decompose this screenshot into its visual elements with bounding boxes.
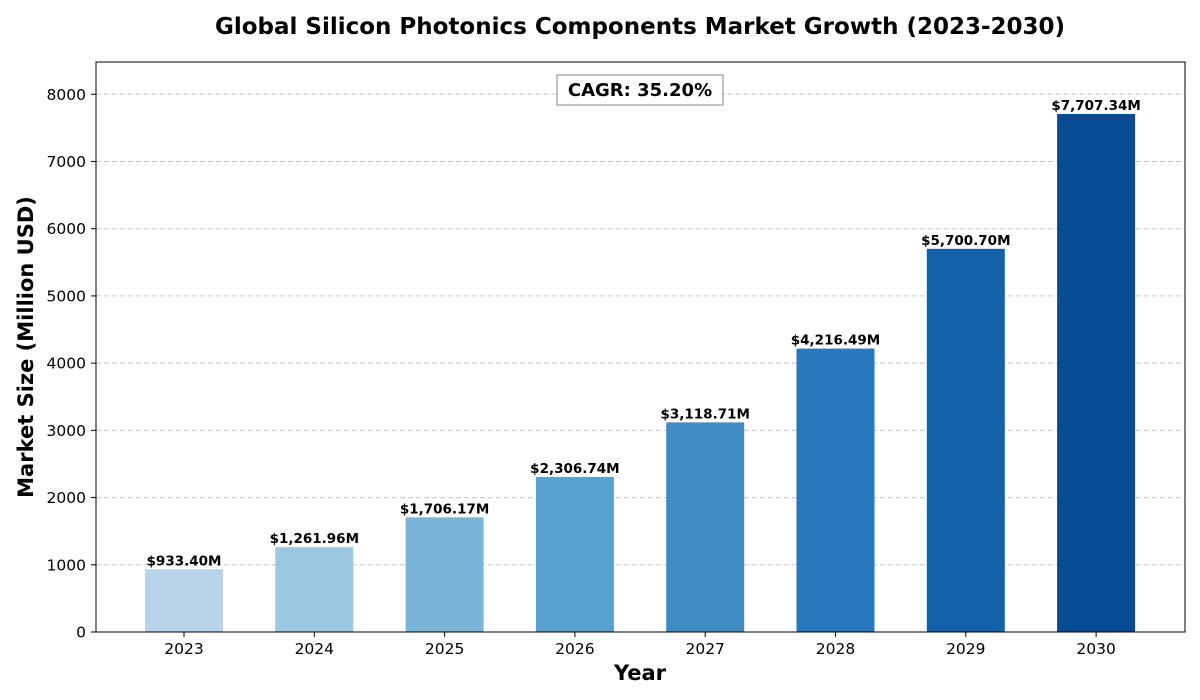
data-label-2024: $1,261.96M (270, 531, 359, 547)
bar-2025 (405, 517, 484, 632)
y-tick-label: 2000 (47, 489, 86, 507)
y-tick-label: 1000 (47, 556, 86, 574)
cagr-annotation: CAGR: 35.20% (556, 74, 724, 106)
cagr-annotation-box (556, 74, 724, 106)
bar-2024 (275, 547, 354, 632)
bars (145, 113, 1136, 633)
data-label-2025: $1,706.17M (400, 501, 489, 517)
x-tick-label-2028: 2028 (816, 640, 855, 658)
gridlines (96, 93, 1185, 566)
data-labels: $933.40M $1,261.96M $1,706.17M $2,306.74M $3… (147, 98, 1141, 569)
y-tick-label: 0 (76, 624, 86, 642)
y-tick-label: 6000 (47, 220, 86, 238)
y-tick-label: 8000 (47, 86, 86, 104)
data-label-2030: $7,707.34M (1051, 98, 1140, 114)
x-tick-label-2029: 2029 (946, 640, 985, 658)
cagr-annotation-text: CAGR: 35.20% (568, 80, 712, 101)
chart-title: Global Silicon Photonics Components Mark… (215, 14, 1065, 40)
y-tick-label: 5000 (47, 287, 86, 305)
data-label-2027: $3,118.71M (660, 406, 749, 422)
data-label-2023: $933.40M (147, 553, 222, 569)
bar-2026 (535, 476, 614, 632)
bar-2030 (1057, 113, 1136, 633)
x-axis-ticks: 2023 2024 2025 2026 2027 2028 2029 2030 (164, 632, 1116, 658)
bar-2029 (926, 248, 1005, 632)
y-axis-label: Market Size (Million USD) (14, 196, 38, 498)
bar-2028 (796, 348, 875, 632)
y-tick-label: 7000 (47, 153, 86, 171)
x-tick-label-2027: 2027 (685, 640, 724, 658)
y-axis-ticks: 0 1000 2000 3000 4000 5000 6000 7000 8000 (47, 86, 96, 642)
plot-frame (95, 61, 1186, 633)
x-tick-label-2026: 2026 (555, 640, 594, 658)
x-tick-label-2023: 2023 (164, 640, 203, 658)
data-label-2026: $2,306.74M (530, 461, 619, 477)
data-label-2028: $4,216.49M (791, 333, 880, 349)
x-axis-label: Year (613, 661, 667, 685)
y-tick-label: 3000 (47, 422, 86, 440)
bar-2027 (666, 422, 745, 632)
x-tick-label-2024: 2024 (295, 640, 334, 658)
x-tick-label-2025: 2025 (425, 640, 464, 658)
data-label-2029: $5,700.70M (921, 233, 1010, 249)
bar-2023 (145, 569, 223, 632)
x-tick-label-2030: 2030 (1076, 640, 1115, 658)
y-tick-label: 4000 (47, 355, 86, 373)
